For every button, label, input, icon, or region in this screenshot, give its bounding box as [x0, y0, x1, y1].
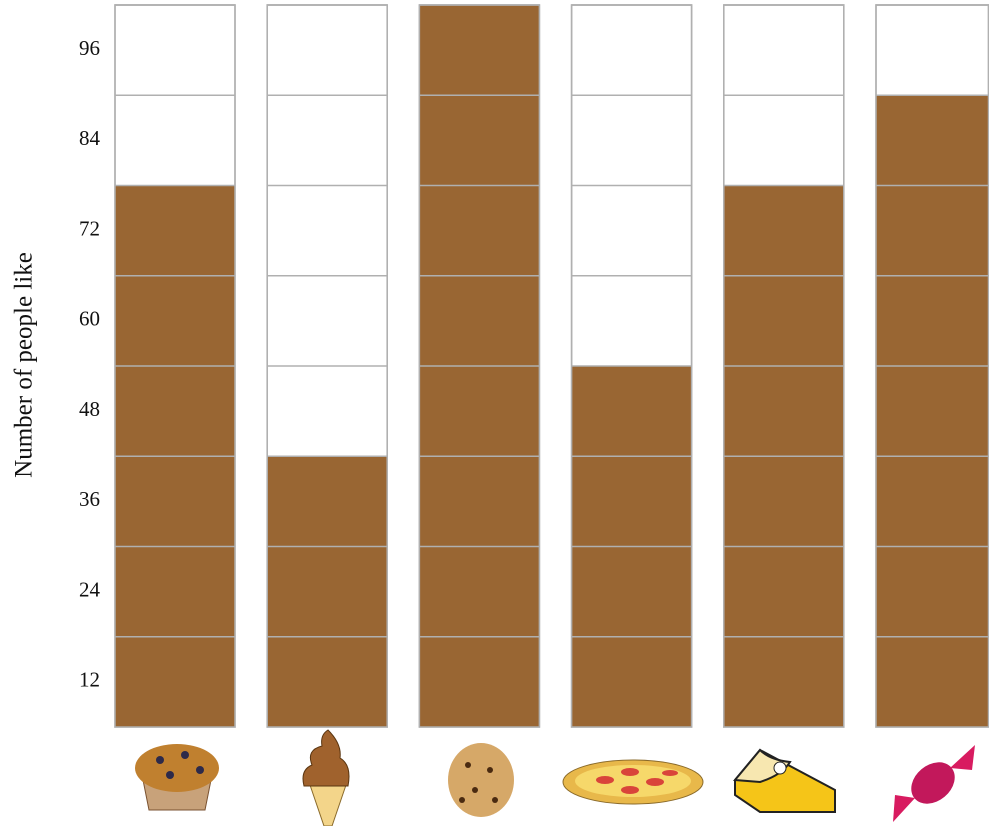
cookie-icon	[448, 743, 514, 817]
candy-icon	[893, 745, 975, 822]
y-tick-label: 96	[79, 36, 100, 60]
chart: Number of people like 12 24 36 48 60 72 84 96	[0, 0, 989, 826]
y-tick-label: 84	[79, 126, 101, 150]
muffin-icon	[135, 744, 219, 810]
food-icons	[135, 730, 975, 826]
pizza-icon	[563, 760, 703, 804]
y-tick-label: 12	[79, 668, 100, 692]
y-tick-label: 24	[79, 577, 101, 601]
bar	[267, 456, 387, 727]
y-axis-title: Number of people like	[11, 252, 38, 478]
bar	[876, 95, 989, 727]
y-tick-label: 48	[79, 397, 100, 421]
pie-icon	[735, 750, 835, 812]
y-tick-label: 60	[79, 307, 100, 331]
y-tick-label: 36	[79, 487, 100, 511]
ice-cream-icon	[303, 730, 349, 826]
y-tick-label: 72	[79, 216, 100, 240]
